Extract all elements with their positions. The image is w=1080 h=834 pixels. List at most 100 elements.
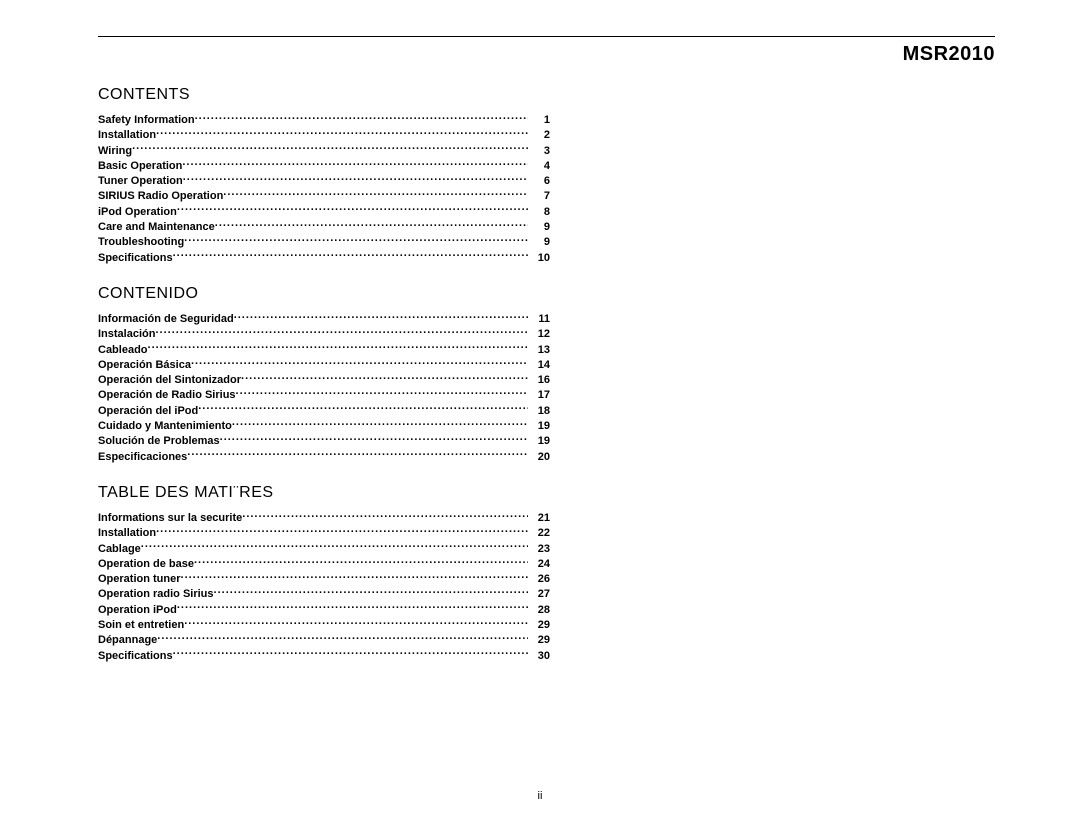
- toc-dots: [173, 250, 528, 261]
- toc-page: 12: [528, 327, 550, 341]
- toc-row: Tuner Operation6: [98, 173, 550, 188]
- toc-dots: [234, 311, 528, 322]
- section-title-es: CONTENIDO: [98, 285, 995, 303]
- toc-dots: [148, 342, 528, 353]
- toc-page: 17: [528, 388, 550, 402]
- toc-label: Installation: [98, 526, 156, 540]
- toc-dots: [232, 418, 528, 429]
- toc-page: 14: [528, 358, 550, 372]
- toc-dots: [182, 158, 528, 169]
- toc-label: Operation de base: [98, 557, 194, 571]
- toc-page: 27: [528, 587, 550, 601]
- toc-dots: [183, 173, 528, 184]
- toc-dots: [223, 188, 528, 199]
- toc-label: Cuidado y Mantenimiento: [98, 419, 232, 433]
- toc-label: Basic Operation: [98, 159, 182, 173]
- toc-container: CONTENTS Safety Information 1 Installatio…: [98, 86, 995, 663]
- toc-dots: [141, 541, 528, 552]
- toc-label: Cablage: [98, 542, 141, 556]
- toc-label: Care and Maintenance: [98, 220, 215, 234]
- toc-label: Solución de Problemas: [98, 434, 220, 448]
- toc-page: 30: [528, 649, 550, 663]
- toc-label: SIRIUS Radio Operation: [98, 189, 223, 203]
- toc-row: Installation 22: [98, 525, 550, 540]
- toc-label: Operación del Sintonizador: [98, 373, 241, 387]
- toc-label: Tuner Operation: [98, 174, 183, 188]
- toc-row: Operación del iPod18: [98, 403, 550, 418]
- toc-page: 20: [528, 450, 550, 464]
- toc-page: 24: [528, 557, 550, 571]
- toc-dots: [187, 449, 528, 460]
- toc-row: Información de Seguridad 11: [98, 311, 550, 326]
- toc-page: 9: [528, 235, 550, 249]
- toc-row: Care and Maintenance9: [98, 219, 550, 234]
- toc-page: 26: [528, 572, 550, 586]
- toc-label: Instalación: [98, 327, 155, 341]
- toc-dots: [177, 602, 528, 613]
- toc-page: 1: [528, 113, 550, 127]
- toc-label: Safety Information: [98, 113, 195, 127]
- toc-row: Safety Information 1: [98, 112, 550, 127]
- toc-label: Operación Básica: [98, 358, 191, 372]
- toc-dots: [215, 219, 528, 230]
- toc-row: SIRIUS Radio Operation 7: [98, 188, 550, 203]
- toc-label: Operation tuner: [98, 572, 181, 586]
- toc-dots: [194, 556, 528, 567]
- toc-page: 19: [528, 434, 550, 448]
- toc-page: 8: [528, 205, 550, 219]
- section-title-en: CONTENTS: [98, 86, 995, 104]
- toc-row: Operación Básica 14: [98, 357, 550, 372]
- toc-row: Operación del Sintonizador 16: [98, 372, 550, 387]
- toc-row: Operation tuner 26: [98, 571, 550, 586]
- toc-page: 2: [528, 128, 550, 142]
- toc-dots: [155, 326, 528, 337]
- toc-dots: [241, 372, 528, 383]
- toc-page: 10: [528, 251, 550, 265]
- toc-label: Troubleshooting: [98, 235, 184, 249]
- toc-row: Solución de Problemas 19: [98, 433, 550, 448]
- toc-label: Operation radio Sirius: [98, 587, 214, 601]
- toc-page: 7: [528, 189, 550, 203]
- toc-es: Información de Seguridad 11 Instalación 12…: [98, 311, 550, 464]
- toc-page: 28: [528, 603, 550, 617]
- toc-page: 16: [528, 373, 550, 387]
- toc-row: Troubleshooting 9: [98, 234, 550, 249]
- toc-page: 3: [528, 144, 550, 158]
- toc-dots: [132, 143, 528, 154]
- page-number: ii: [0, 790, 1080, 802]
- toc-dots: [173, 648, 528, 659]
- toc-fr: Informations sur la securite 21 Installat…: [98, 510, 550, 663]
- toc-label: Informations sur la securite: [98, 511, 242, 525]
- toc-dots: [195, 112, 528, 123]
- toc-page: 4: [528, 159, 550, 173]
- toc-page: 22: [528, 526, 550, 540]
- toc-label: Operación de Radio Sirius: [98, 388, 236, 402]
- toc-row: Wiring3: [98, 143, 550, 158]
- toc-label: Cableado: [98, 343, 148, 357]
- header-rule: [98, 36, 995, 37]
- toc-page: 18: [528, 404, 550, 418]
- toc-dots: [198, 403, 528, 414]
- toc-row: Operation iPod28: [98, 602, 550, 617]
- toc-page: 13: [528, 343, 550, 357]
- toc-dots: [156, 525, 528, 536]
- toc-dots: [242, 510, 528, 521]
- toc-row: Operation de base 24: [98, 556, 550, 571]
- toc-label: Installation: [98, 128, 156, 142]
- toc-row: Instalación 12: [98, 326, 550, 341]
- toc-row: Cableado 13: [98, 342, 550, 357]
- toc-label: Soin et entretien: [98, 618, 184, 632]
- toc-row: Specifications 30: [98, 648, 550, 663]
- toc-row: Dépannage 29: [98, 632, 550, 647]
- toc-label: Specifications: [98, 649, 173, 663]
- toc-en: Safety Information 1 Installation 2 Wiring…: [98, 112, 550, 265]
- toc-page: 11: [528, 312, 550, 326]
- toc-row: Informations sur la securite 21: [98, 510, 550, 525]
- toc-label: iPod Operation: [98, 205, 177, 219]
- toc-label: Dépannage: [98, 633, 157, 647]
- toc-page: 29: [528, 633, 550, 647]
- toc-label: Specifications: [98, 251, 173, 265]
- toc-dots: [177, 204, 528, 215]
- toc-page: 21: [528, 511, 550, 525]
- toc-label: Información de Seguridad: [98, 312, 234, 326]
